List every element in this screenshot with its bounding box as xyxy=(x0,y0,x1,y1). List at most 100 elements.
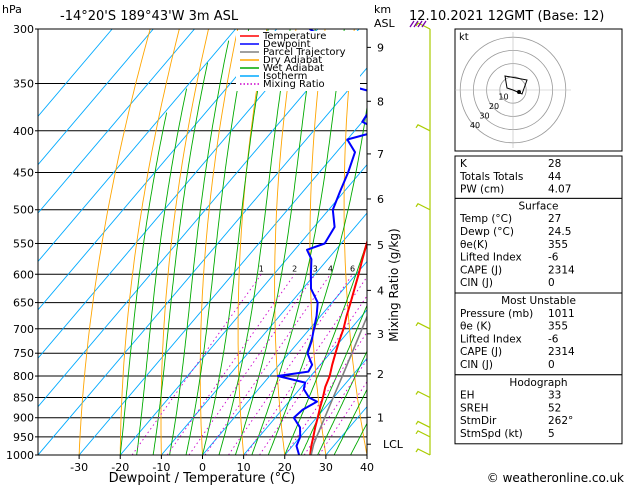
datetime-title: 12.10.2021 12GMT (Base: 12) xyxy=(409,9,604,24)
mixing-ratio-label: 2 xyxy=(292,264,297,273)
table-block-hodograph xyxy=(454,374,623,445)
table-row-value: 1011 xyxy=(548,308,575,320)
wind-barbs xyxy=(409,20,431,456)
table-row-value: 262° xyxy=(548,415,573,427)
legend-label: Isotherm xyxy=(263,71,307,82)
wet-adiabat-line xyxy=(234,29,316,455)
km-tick-label: 4 xyxy=(377,284,384,297)
mixing-ratio-label: 20 xyxy=(419,264,429,273)
legend-background xyxy=(236,31,360,91)
temperature-tick-label: 20 xyxy=(278,461,292,474)
mixing-ratio-line xyxy=(284,331,367,455)
table-row-label: PW (cm) xyxy=(460,184,504,196)
table-row-value: -6 xyxy=(548,252,559,264)
indices-table: K 28 Totals Totals 44 PW (cm) 4.07 Surface Temp… xyxy=(454,155,623,445)
wet-adiabat-line xyxy=(267,104,367,455)
isotherm-line xyxy=(284,357,367,455)
wet-adiabat-line xyxy=(317,350,367,455)
table-row-label: CAPE (J) xyxy=(460,264,502,276)
legend-label: Temperature xyxy=(262,31,326,42)
pressure-tick-label: 450 xyxy=(13,166,34,179)
table-row-label: θe(K) xyxy=(460,239,488,251)
pressure-tick-label: 900 xyxy=(13,412,34,425)
wet-adiabat-line xyxy=(218,29,291,455)
dry-adiabat-line xyxy=(409,29,449,455)
temperature-tick-label: -20 xyxy=(111,461,129,474)
isotherm-line xyxy=(38,67,367,455)
pressure-tick-label: 850 xyxy=(13,391,34,404)
table-row-label: CAPE (J) xyxy=(460,346,502,358)
wind-barb-top xyxy=(409,20,427,28)
km-tick-label: 1 xyxy=(377,411,384,424)
pressure-tick-label: 500 xyxy=(13,204,34,217)
mixing-ratio-line xyxy=(166,274,295,455)
pressure-tick-label: 950 xyxy=(13,431,34,444)
temperature-tick-label: 40 xyxy=(360,461,374,474)
lcl-label: LCL xyxy=(383,438,404,451)
mixing-ratio-label: 25 xyxy=(433,264,443,273)
legend-label: Dewpoint xyxy=(263,39,311,50)
wind-barb xyxy=(415,202,431,211)
hodograph-unit: kt xyxy=(459,32,469,43)
legend-label: Dry Adiabat xyxy=(263,55,322,66)
table-row-label: θe (K) xyxy=(460,321,491,333)
wet-adiabat-line xyxy=(202,29,269,455)
table-row-value: 27 xyxy=(548,213,561,225)
isotherm-line xyxy=(161,212,367,455)
wet-adiabat-line xyxy=(169,40,230,455)
series-temperature xyxy=(309,238,367,455)
isotherm-line xyxy=(38,29,278,311)
dry-adiabat-line xyxy=(237,29,268,455)
wind-barb xyxy=(415,390,431,399)
table-row-value: 28 xyxy=(548,158,561,170)
mixing-ratio-axis-title: Mixing Ratio (g/kg) xyxy=(387,228,401,341)
isotherm-line xyxy=(38,29,195,214)
table-row-label: StmSpd (kt) xyxy=(460,428,523,440)
isotherm-line xyxy=(38,29,319,359)
mixing-ratio-line xyxy=(259,295,367,455)
pressure-tick-label: 800 xyxy=(13,370,34,383)
table-row-label: Dewp (°C) xyxy=(460,226,514,238)
table-row-value: 24.5 xyxy=(548,226,571,238)
wet-adiabat-line xyxy=(251,29,345,455)
isotherm-line xyxy=(38,29,236,263)
isotherm-line xyxy=(38,29,113,117)
table-row-value: 5 xyxy=(548,428,555,440)
km-tick-label: 5 xyxy=(377,239,384,252)
dry-adiabat-line xyxy=(343,29,367,455)
table-row-label: Totals Totals xyxy=(459,171,523,183)
axes: 3003504004505005506006507007508008509009… xyxy=(6,23,404,474)
table-section-title: Hodograph xyxy=(509,377,567,389)
mixing-ratio-line xyxy=(131,274,262,455)
table-row-value: 2314 xyxy=(548,346,575,358)
pressure-tick-label: 550 xyxy=(13,237,34,250)
mixing-ratio-line xyxy=(303,358,367,455)
copyright-footer: © weatheronline.co.uk xyxy=(487,471,624,485)
hodograph-ring-label: 30 xyxy=(479,112,489,121)
wet-adiabat-line xyxy=(333,388,367,455)
wet-adiabat-line xyxy=(300,304,367,455)
isotherm-line xyxy=(119,163,367,455)
mixing-ratio-label: 1 xyxy=(259,264,264,273)
hodograph-trace xyxy=(504,75,528,95)
location-title: -14°20'S 189°43'W 3m ASL xyxy=(60,9,239,24)
km-tick-label: 8 xyxy=(377,95,384,108)
x-axis-title: Dewpoint / Temperature (°C) xyxy=(109,471,296,486)
plot-background: 1 2 3 4 6 8 10 15 20 25 xyxy=(38,29,449,455)
table-row-label: Temp (°C) xyxy=(459,213,512,225)
table-row-label: Pressure (mb) xyxy=(460,308,533,320)
table-row-value: 0 xyxy=(548,359,555,371)
km-tick-label: 7 xyxy=(377,148,384,161)
pressure-tick-label: 400 xyxy=(13,125,34,138)
legend-label: Wet Adiabat xyxy=(263,63,324,74)
table-row-value: 2314 xyxy=(548,264,575,276)
wind-barb xyxy=(415,448,431,456)
isotherm-line xyxy=(202,260,367,455)
table-row-label: CIN (J) xyxy=(460,359,493,371)
mixing-ratio-label: 3 xyxy=(313,264,318,273)
wind-barb xyxy=(415,420,431,428)
mixing-ratio-line xyxy=(245,276,367,455)
table-row-label: SREH xyxy=(460,402,489,414)
